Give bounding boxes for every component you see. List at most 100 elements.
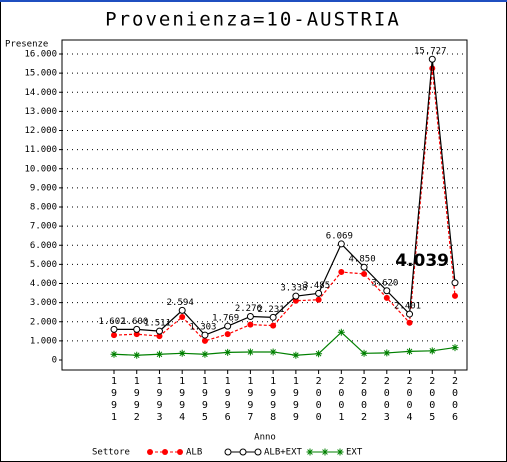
data-label: 4.039 <box>395 251 449 271</box>
y-tick-label: 1.000 <box>30 336 57 346</box>
y-tick-label: 15.000 <box>24 69 57 79</box>
point <box>269 313 277 321</box>
legend-title: Settore <box>92 448 130 458</box>
legend-marker <box>147 449 153 455</box>
point <box>360 349 368 357</box>
y-tick-label: 7.000 <box>30 222 57 232</box>
point <box>428 55 436 63</box>
x-axis-label: Anno <box>254 433 276 443</box>
x-tick-label: 2002 <box>359 376 370 424</box>
point <box>178 349 186 357</box>
point <box>246 312 254 320</box>
legend-marker <box>321 448 329 456</box>
y-tick-label: 14.000 <box>24 88 57 98</box>
legend-marker <box>224 448 232 456</box>
x-tick-label: 2001 <box>336 376 347 424</box>
point <box>451 279 459 287</box>
point <box>155 327 163 335</box>
y-tick-label: 9.000 <box>30 183 57 193</box>
point <box>178 306 186 314</box>
x-tick-label: 1996 <box>222 376 233 424</box>
point <box>201 331 209 339</box>
legend-label: ALB+EXT <box>264 448 303 458</box>
point <box>406 347 414 355</box>
point <box>224 331 231 338</box>
series-line <box>113 68 456 342</box>
point <box>452 292 458 299</box>
point <box>269 348 277 356</box>
point <box>360 263 368 271</box>
point <box>337 328 345 336</box>
y-tick-label: 16.000 <box>24 50 57 60</box>
point <box>361 270 368 277</box>
data-label: 2.401 <box>394 302 421 312</box>
y-tick-label: 3.000 <box>30 298 57 308</box>
point <box>133 325 141 333</box>
point <box>110 325 118 333</box>
y-tick-label: 8.000 <box>30 203 57 213</box>
series-line <box>113 331 456 356</box>
data-label: 1.600 <box>121 317 148 327</box>
point <box>429 65 436 72</box>
point <box>179 313 186 320</box>
x-tick-label: 1998 <box>268 376 279 424</box>
point <box>406 319 413 326</box>
point <box>111 332 117 339</box>
y-tick-label: 2.000 <box>30 317 57 327</box>
point <box>247 321 254 328</box>
point <box>133 331 140 338</box>
y-tick-label: 11.000 <box>24 145 57 155</box>
x-tick-label: 1995 <box>199 376 210 424</box>
point <box>201 337 208 344</box>
legend-marker <box>239 448 247 456</box>
point <box>270 322 277 329</box>
x-tick-label: 1997 <box>245 376 256 424</box>
data-label: 1.769 <box>212 314 239 324</box>
legend-label: EXT <box>346 448 363 458</box>
x-tick-label: 2003 <box>381 376 392 424</box>
point <box>338 269 345 276</box>
point <box>246 348 254 356</box>
point <box>155 350 163 358</box>
point <box>337 240 345 248</box>
data-label: 6.069 <box>326 231 353 241</box>
data-label: 15.727 <box>414 47 447 57</box>
point <box>315 289 323 297</box>
point <box>110 350 118 358</box>
point <box>406 310 414 318</box>
data-label: 3.338 <box>280 284 307 294</box>
y-axis-label: Presenze <box>5 40 48 50</box>
y-tick-label: 12.000 <box>24 126 57 136</box>
data-label: 3.620 <box>371 278 398 288</box>
y-tick-label: 4.000 <box>30 279 57 289</box>
x-tick-label: 1991 <box>109 376 120 424</box>
data-label: 4.850 <box>349 255 376 265</box>
point <box>292 292 300 300</box>
x-tick-label: 2000 <box>313 376 324 424</box>
point <box>133 351 141 359</box>
point <box>451 344 459 352</box>
legend-marker <box>177 449 183 455</box>
point <box>224 322 232 330</box>
y-tick-label: 13.000 <box>24 107 57 117</box>
data-label: 2.231 <box>258 305 285 315</box>
x-tick-label: 2004 <box>404 376 415 424</box>
point <box>315 296 322 303</box>
series-line <box>113 59 456 336</box>
point <box>383 349 391 357</box>
x-tick-label: 2006 <box>450 376 461 424</box>
point <box>428 347 436 355</box>
chart-title: Provenienza=10-AUSTRIA <box>105 9 401 31</box>
legend-marker <box>254 448 262 456</box>
data-label: 1.303 <box>189 323 216 333</box>
point <box>156 333 163 340</box>
point <box>292 351 300 359</box>
legend-marker <box>162 449 168 455</box>
data-label: 2.594 <box>167 298 194 308</box>
x-tick-label: 1999 <box>290 376 301 424</box>
legend-label: ALB <box>186 448 202 458</box>
x-tick-label: 1994 <box>177 376 188 424</box>
point <box>383 294 390 301</box>
